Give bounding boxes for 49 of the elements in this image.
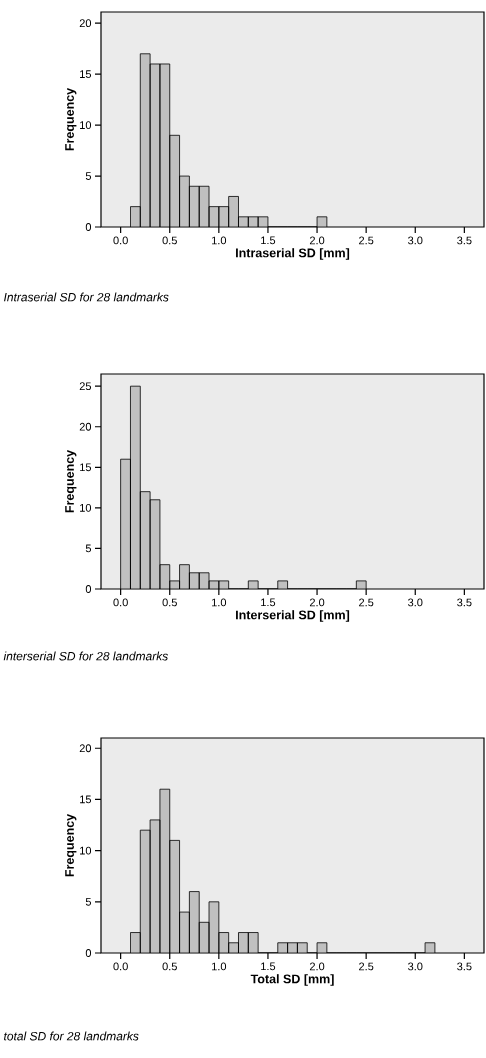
x-tick-label: 0.0 [113,236,128,245]
x-axis-title: Total SD [mm] [250,974,334,986]
y-tick-label: 15 [80,795,92,804]
x-tick-label: 0.5 [162,236,177,245]
y-tick-label: 20 [79,19,92,28]
y-tick-label: 20 [79,744,92,753]
y-tick-label: 5 [85,172,92,180]
x-tick-label: 0.5 [162,598,177,607]
x-tick-label: 1.0 [212,236,227,245]
x-tick-label: 3.5 [457,962,472,971]
y-tick-label: 0 [85,223,92,231]
y-tick-label: 10 [80,846,92,855]
y-tick-label: 10 [80,503,92,512]
x-tick-label: 0.0 [113,962,128,971]
x-tick-label: 2.5 [359,598,374,607]
y-axis-title: Frequency [65,813,77,877]
y-tick-label: 25 [79,382,92,391]
text: Intraserial SD for 28 landmarks [3,292,169,302]
x-tick-label: 3.5 [457,598,472,607]
x-tick-label: 2.0 [309,962,325,971]
y-tick-label: 5 [85,897,92,906]
y-tick-label: 0 [85,585,92,593]
y-axis-title: Frequency [65,449,77,513]
x-tick-label: 2.0 [309,236,325,245]
text: total SD for 28 landmarks [4,1031,139,1041]
x-tick-label: 3.0 [408,236,423,245]
x-axis-title: Intraserial SD [mm] [236,248,350,260]
y-tick-label: 15 [80,70,92,79]
x-axis-title: Interserial SD [mm] [236,610,350,622]
x-tick-label: 1.5 [261,598,276,607]
y-tick-label: 15 [80,463,92,472]
x-tick-label: 2.5 [359,236,374,245]
x-tick-label: 2.0 [309,598,325,607]
x-tick-label: 0.0 [113,598,128,607]
text: interserial SD for 28 landmarks [3,651,168,661]
y-tick-label: 10 [80,121,92,130]
x-tick-label: 1.0 [212,598,227,607]
y-axis-title: Frequency [65,87,77,151]
x-tick-label: 2.5 [359,962,374,971]
x-tick-label: 1.5 [261,236,276,245]
x-tick-label: 0.5 [162,962,177,971]
y-tick-label: 20 [79,422,92,431]
x-tick-label: 1.5 [261,962,276,971]
y-tick-label: 5 [85,544,92,553]
x-tick-label: 3.0 [408,962,423,971]
x-tick-label: 3.5 [457,236,472,245]
x-tick-label: 1.0 [212,962,227,971]
x-tick-label: 3.0 [408,598,423,607]
y-tick-label: 0 [85,949,92,957]
